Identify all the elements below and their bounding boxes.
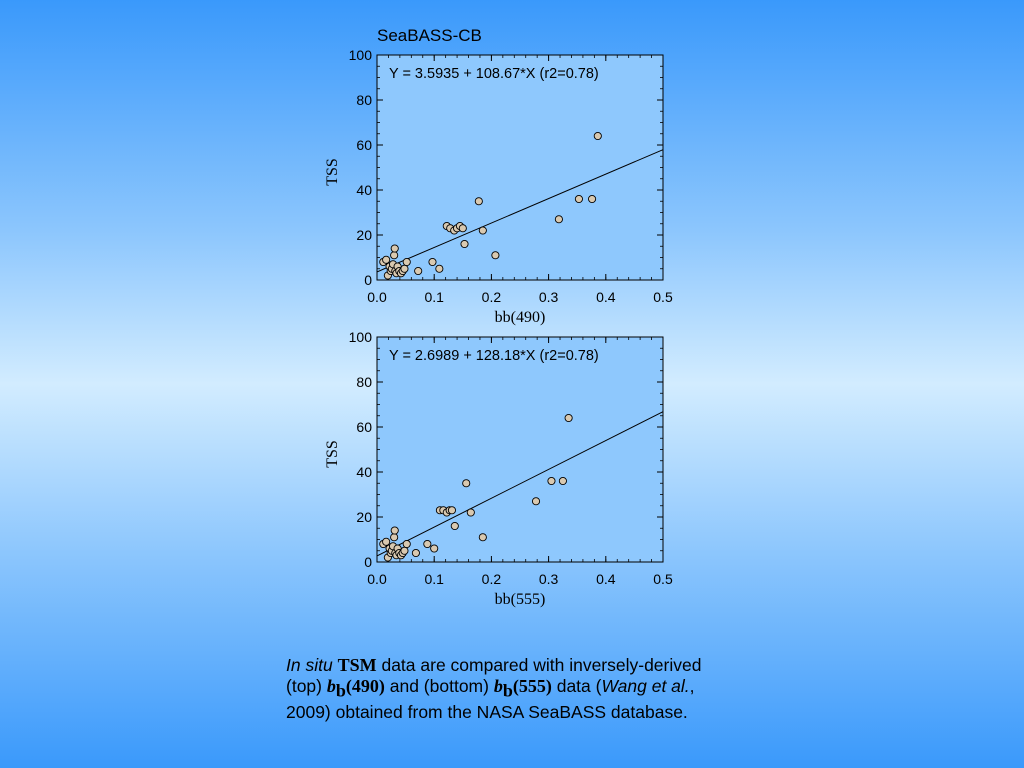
x-tick-label: 0.4 [596,571,616,587]
data-point [474,197,483,206]
charts-area: SeaBASS-CB 0.0 0.1 0.2 0.3 0.4 0.5 0 20 40 60 80 100… [324,26,673,608]
x-tick-label: 0.2 [482,571,502,587]
regression-line [376,411,664,557]
x-tick-label: 0.3 [539,571,559,587]
caption-b-2: b [493,676,503,696]
caption-sub-1: b [335,680,346,701]
data-point [593,131,602,141]
data-point [478,533,487,542]
x-tick-label: 0.3 [539,289,559,305]
y-tick-label: 80 [356,374,372,390]
figure-caption: In situ TSM data are compared with inver… [286,655,786,723]
y-tick-label: 80 [356,92,372,108]
caption-text-2: (top) [286,676,327,696]
data-point [588,194,597,204]
chart-title: SeaBASS-CB [377,26,482,45]
data-point [466,508,475,517]
caption-490: (490) [345,676,385,696]
x-tick-label: 0.1 [424,571,444,587]
x-tick-label: 0.5 [653,289,673,305]
x-tick-label: 0.4 [596,289,616,305]
data-point [430,544,439,553]
y-tick-label: 100 [349,47,373,63]
data-point [460,239,469,249]
regression-annotation: Y = 3.5935 + 108.67*X (r2=0.78) [389,66,599,82]
caption-text-4: data ( [551,676,602,696]
data-point [402,257,411,267]
data-point [450,521,459,531]
data-point [547,476,556,486]
data-point [390,251,399,260]
data-point [400,546,409,555]
caption-in-situ: In situ [286,655,333,675]
data-point [428,257,437,267]
data-point [390,533,399,542]
data-point [382,537,391,546]
y-axis-label: TSS [324,440,341,468]
x-axis-label: bb(555) [495,591,546,608]
data-point [462,479,471,488]
x-tick-label: 0.1 [424,289,444,305]
data-point [390,244,399,253]
caption-wang: Wang et al. [601,676,690,696]
y-tick-label: 20 [356,509,372,525]
caption-tsm: TSM [337,655,377,675]
data-point [564,413,573,423]
chart-1: SeaBASS-CB 0.0 0.1 0.2 0.3 0.4 0.5 0 20 40 60 80 100… [324,26,673,326]
data-point [435,264,444,273]
x-axis-label: bb(490) [495,309,546,326]
y-tick-label: 0 [364,554,372,570]
y-tick-label: 100 [349,329,373,345]
data-point [414,266,423,276]
data-point [491,251,500,260]
data-point [447,506,456,515]
y-tick-label: 60 [356,419,372,435]
data-point [531,497,541,506]
data-point [558,476,567,486]
plot-area [376,336,664,563]
x-tick-label: 0.0 [367,289,387,305]
data-point [382,255,391,264]
plot-area [376,54,664,281]
y-tick-label: 40 [356,464,372,480]
regression-line [376,149,664,273]
data-point [574,194,583,204]
data-point [400,264,409,273]
x-tick-label: 0.2 [482,289,502,305]
caption-555: (555) [512,676,552,696]
caption-text-3: and (bottom) [384,676,494,696]
y-axis-label: TSS [324,158,341,186]
regression-annotation: Y = 2.6989 + 128.18*X (r2=0.78) [389,348,599,364]
y-tick-label: 0 [364,272,372,288]
x-tick-label: 0.5 [653,571,673,587]
caption-text-5: , [689,676,695,696]
chart-2: 0.0 0.1 0.2 0.3 0.4 0.5 0 20 40 60 80 100 bb(555) TSS… [324,329,673,608]
y-tick-label: 60 [356,137,372,153]
caption-b-1: b [326,676,336,696]
data-point [458,224,467,233]
y-tick-label: 40 [356,182,372,198]
y-tick-label: 20 [356,227,372,243]
data-point [411,548,420,558]
x-tick-label: 0.0 [367,571,387,587]
caption-sub-2: b [502,680,513,701]
data-point [423,539,432,549]
data-point [554,215,563,224]
data-point [478,226,487,235]
caption-text-6: 2009) obtained from the NASA SeaBASS dat… [286,701,688,722]
data-point [390,526,399,535]
data-point [402,539,411,549]
caption-text-1: data are compared with inversely-derived [376,655,702,675]
